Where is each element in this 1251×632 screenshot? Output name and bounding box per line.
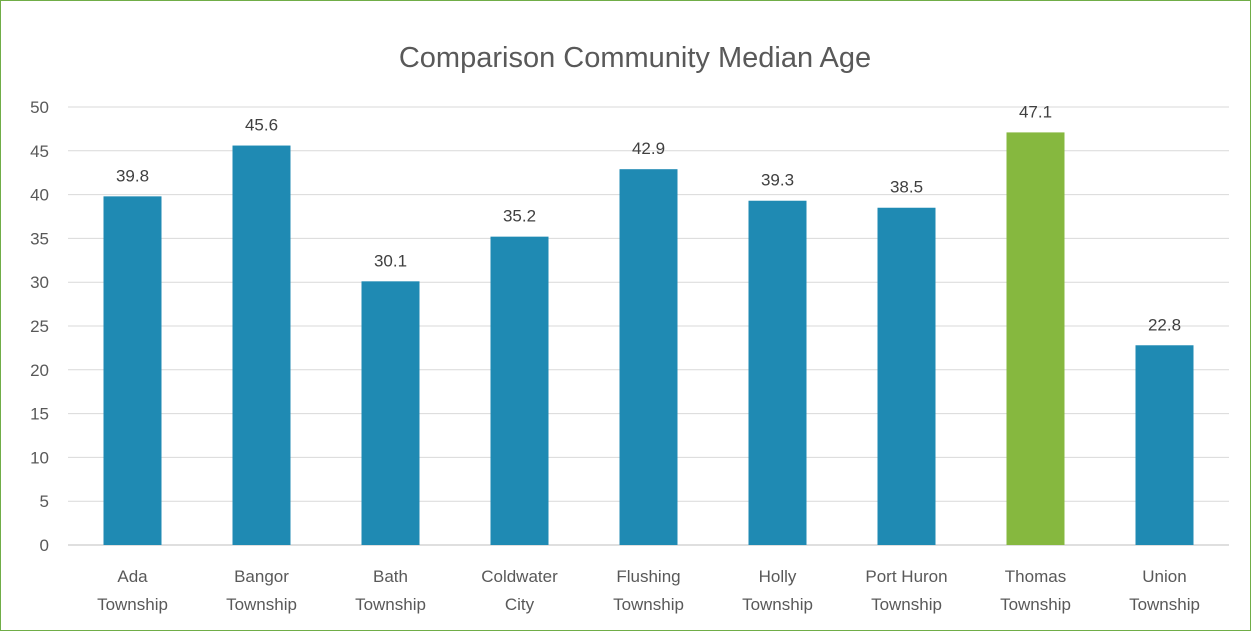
y-tick-label: 25 (30, 317, 49, 336)
category-label: Union (1142, 567, 1186, 586)
bar (619, 169, 678, 546)
category-label: Township (226, 595, 297, 614)
category-label: Township (742, 595, 813, 614)
data-label: 35.2 (503, 207, 536, 226)
bars (103, 132, 1194, 546)
y-tick-label: 5 (40, 492, 49, 511)
data-label: 39.8 (116, 166, 149, 185)
category-label: Township (97, 595, 168, 614)
bar (361, 281, 420, 545)
category-label: City (505, 595, 535, 614)
y-axis-ticks: 0 5 10 15 20 25 30 35 40 45 50 (30, 98, 49, 555)
bar (490, 236, 549, 545)
data-label: 42.9 (632, 139, 665, 158)
category-label: Bath (373, 567, 408, 586)
data-label: 22.8 (1148, 315, 1181, 334)
category-label: Township (355, 595, 426, 614)
data-label: 30.1 (374, 251, 407, 270)
data-labels: 39.8 45.6 30.1 35.2 42.9 39.3 38.5 47.1 22.8 (116, 102, 1181, 334)
bar (1135, 345, 1194, 545)
category-label: Ada (117, 567, 148, 586)
category-label: Township (613, 595, 684, 614)
category-label: Holly (759, 567, 797, 586)
category-label: Township (871, 595, 942, 614)
bar (877, 207, 936, 546)
category-label: Flushing (616, 567, 680, 586)
data-label: 45.6 (245, 116, 278, 135)
category-label: Port Huron (865, 567, 947, 586)
y-tick-label: 30 (30, 273, 49, 292)
y-tick-label: 50 (30, 98, 49, 117)
bar (748, 200, 807, 545)
y-tick-label: 15 (30, 405, 49, 424)
y-tick-label: 20 (30, 361, 49, 380)
data-label: 47.1 (1019, 102, 1052, 121)
y-tick-label: 45 (30, 142, 49, 161)
data-label: 39.3 (761, 171, 794, 190)
y-tick-label: 35 (30, 229, 49, 248)
data-label: 38.5 (890, 178, 923, 197)
bar (103, 196, 162, 546)
category-label: Township (1000, 595, 1071, 614)
bar (232, 145, 291, 545)
y-tick-label: 0 (40, 536, 49, 555)
category-label: Township (1129, 595, 1200, 614)
y-tick-label: 40 (30, 186, 49, 205)
bar (1006, 132, 1065, 546)
category-label: Thomas (1005, 567, 1066, 586)
y-tick-label: 10 (30, 448, 49, 467)
x-axis-categories: Ada Township Bangor Township Bath Township Col… (97, 567, 1200, 614)
category-label: Bangor (234, 567, 289, 586)
category-label: Coldwater (481, 567, 558, 586)
chart-title: Comparison Community Median Age (399, 42, 871, 74)
